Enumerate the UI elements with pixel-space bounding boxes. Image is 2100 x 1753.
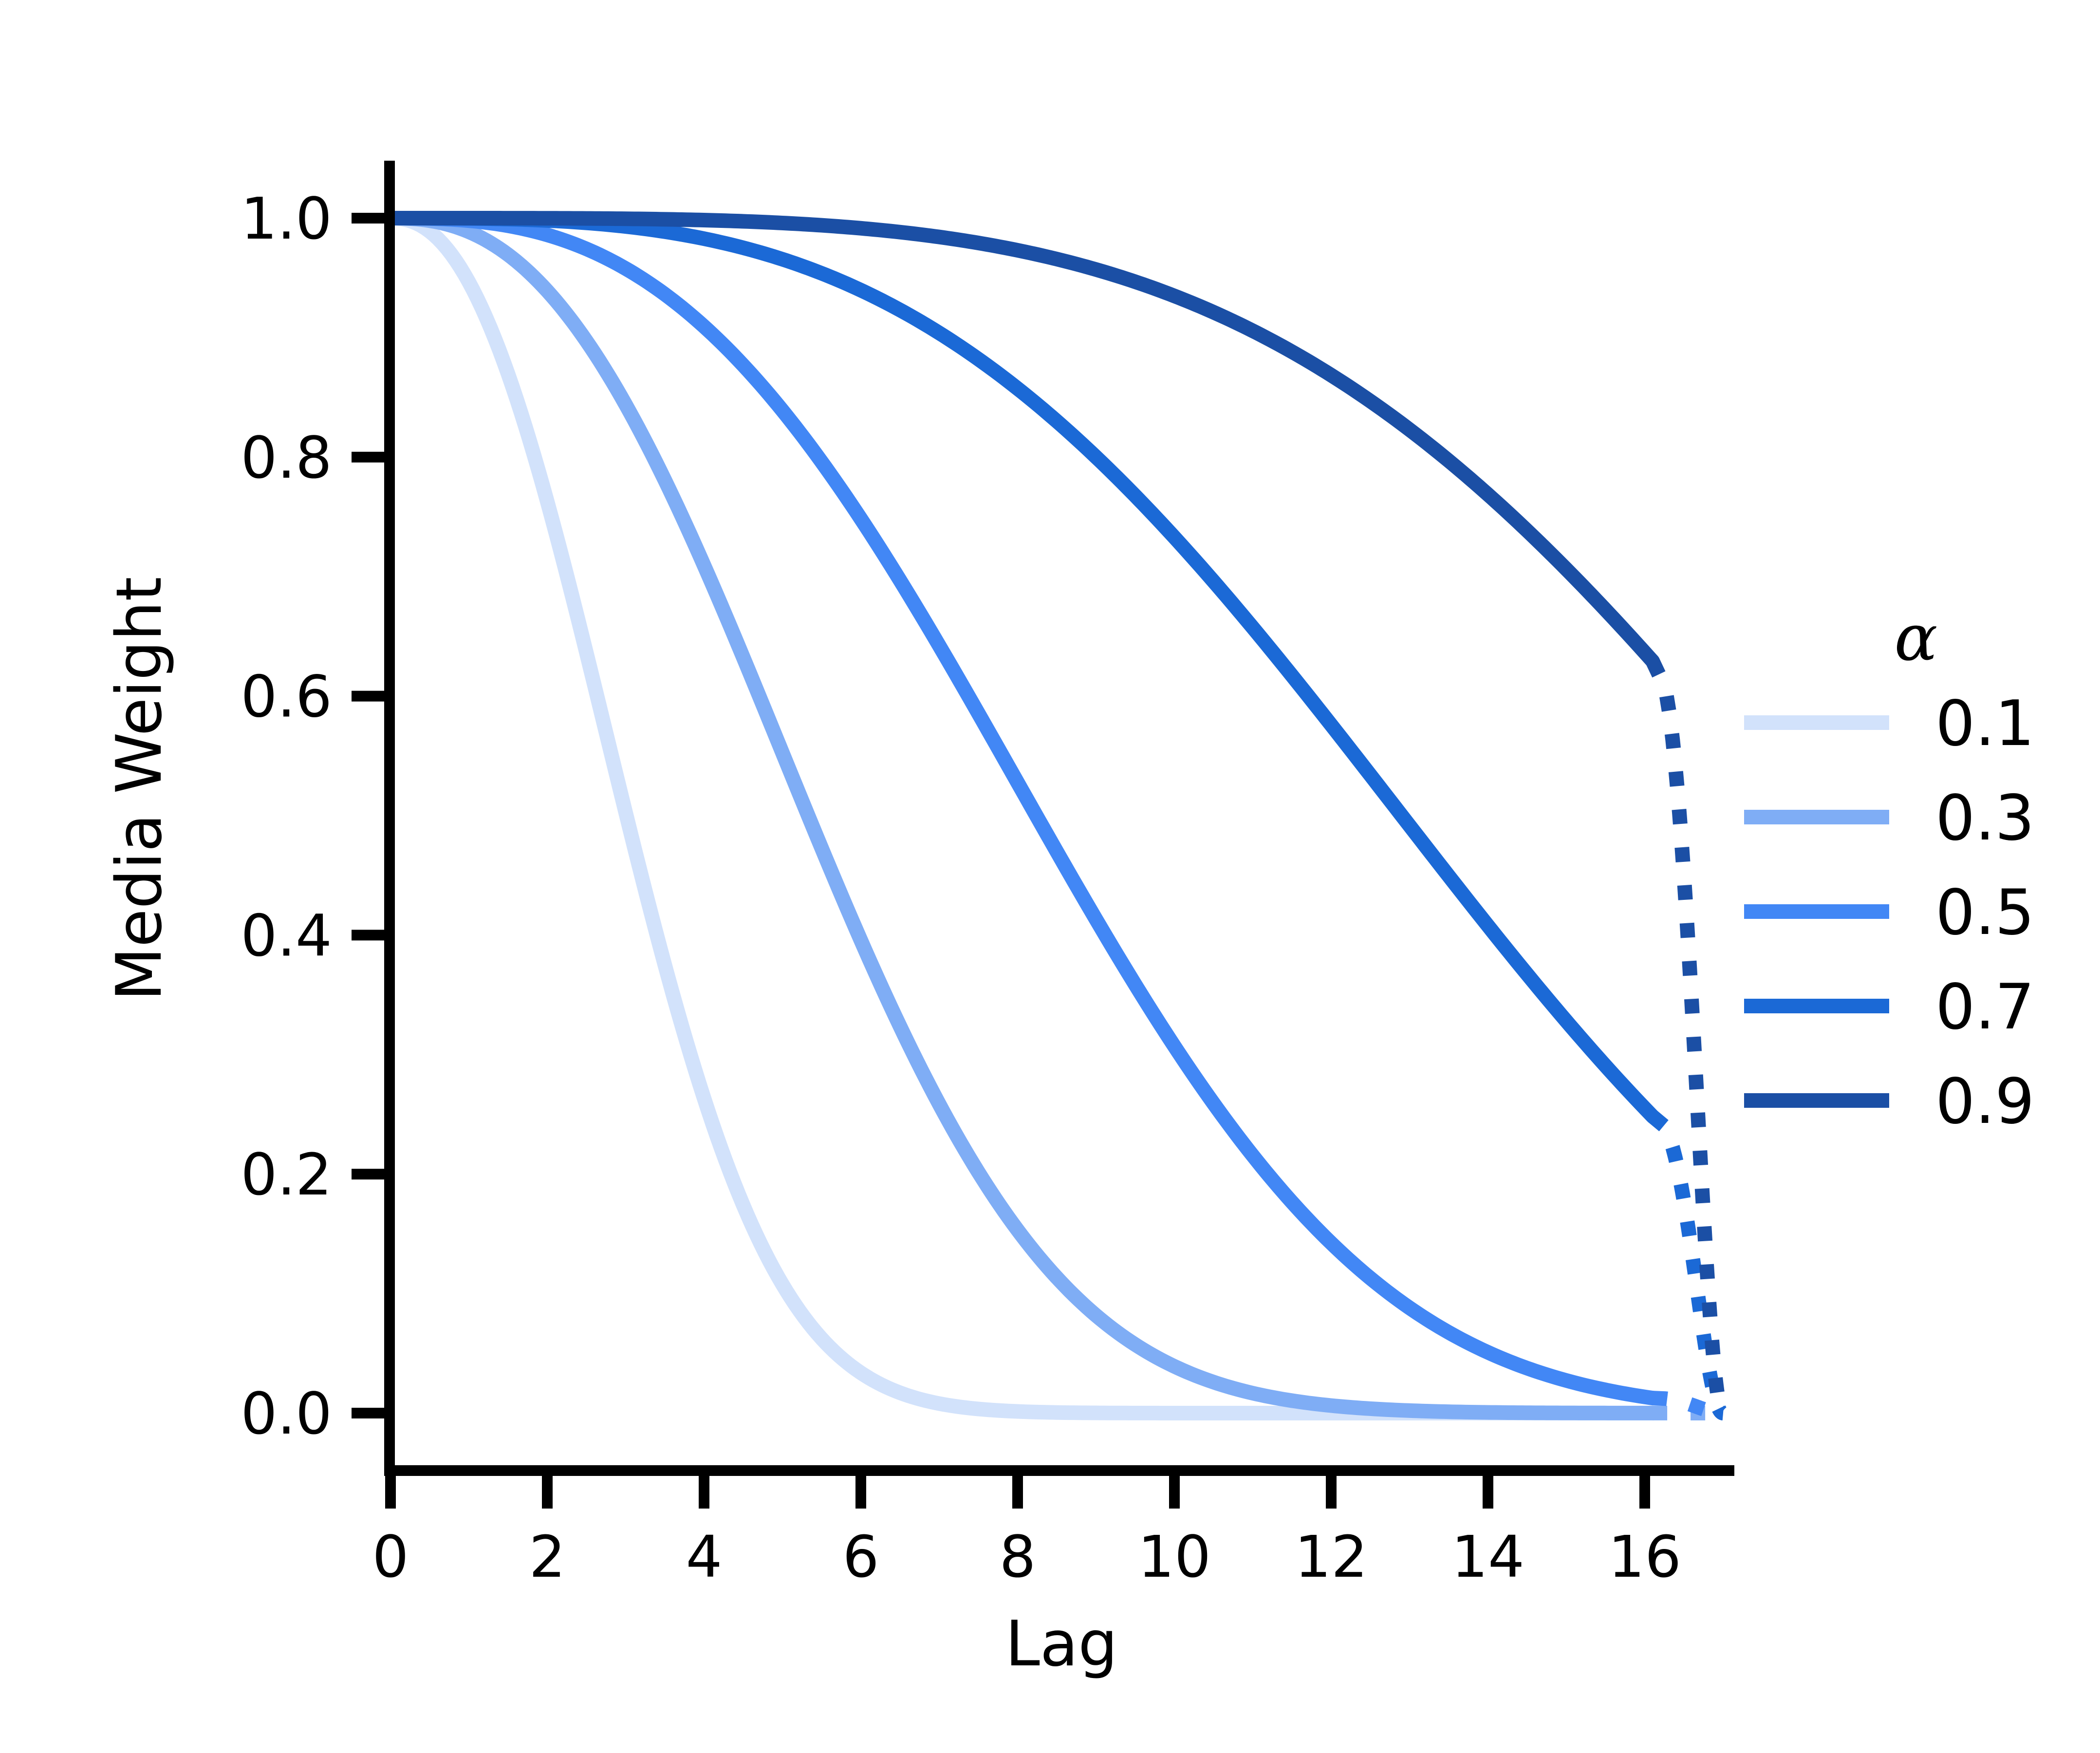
legend-entries-group: 0.1 0.3 0.5 0.7 0.9 (1744, 688, 2035, 1138)
y-tick-label: 0.2 (241, 1141, 332, 1208)
y-tick-label: 1.0 (241, 185, 332, 252)
data-curves-group (383, 211, 1728, 1420)
series-alpha-0-5 (383, 211, 1723, 1420)
series-alpha-0-9 (383, 211, 1728, 1420)
series-line-solid (383, 211, 1660, 1406)
y-tick-label: 0.4 (241, 902, 332, 969)
x-tick-label: 4 (686, 1523, 722, 1590)
series-line-solid (383, 211, 1660, 1420)
legend-title: α (1894, 600, 1937, 675)
y-axis-ticks-group: 0.0 0.2 0.4 0.6 0.8 1.0 (241, 185, 390, 1447)
series-alpha-0-3 (383, 211, 1723, 1420)
legend-label: 0.9 (1935, 1065, 2035, 1138)
x-tick-label: 8 (999, 1523, 1036, 1590)
legend-label: 0.1 (1935, 688, 2035, 760)
legend-label: 0.3 (1935, 782, 2035, 855)
y-tick-label: 0.0 (241, 1380, 332, 1447)
legend: α 0.1 0.3 0.5 0.7 0.9 (1744, 600, 2035, 1138)
y-axis-title: Media Weight (103, 577, 176, 1001)
x-tick-label: 12 (1295, 1523, 1368, 1590)
legend-label: 0.7 (1935, 971, 2035, 1044)
x-tick-label: 6 (842, 1523, 879, 1590)
x-axis-title: Lag (1005, 1608, 1118, 1680)
x-tick-label: 16 (1608, 1523, 1681, 1590)
x-tick-label: 0 (372, 1523, 409, 1590)
x-tick-label: 2 (529, 1523, 565, 1590)
x-tick-label: 10 (1138, 1523, 1211, 1590)
y-tick-label: 0.8 (241, 424, 332, 491)
y-tick-label: 0.6 (241, 663, 332, 730)
x-tick-label: 14 (1451, 1523, 1524, 1590)
legend-label: 0.5 (1935, 876, 2035, 949)
series-line-solid (383, 211, 1660, 669)
x-axis-ticks-group: 0 2 4 6 8 10 12 14 16 (372, 1471, 1681, 1590)
